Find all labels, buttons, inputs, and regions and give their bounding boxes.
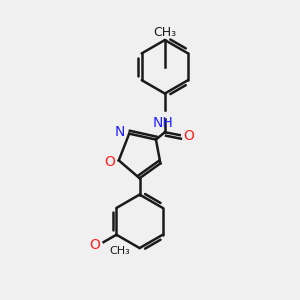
Text: CH₃: CH₃ bbox=[110, 246, 130, 256]
Text: O: O bbox=[104, 155, 115, 169]
Text: CH₃: CH₃ bbox=[153, 26, 176, 38]
Text: O: O bbox=[183, 129, 194, 143]
Text: NH: NH bbox=[153, 116, 174, 130]
Text: O: O bbox=[90, 238, 101, 251]
Text: N: N bbox=[114, 125, 125, 139]
